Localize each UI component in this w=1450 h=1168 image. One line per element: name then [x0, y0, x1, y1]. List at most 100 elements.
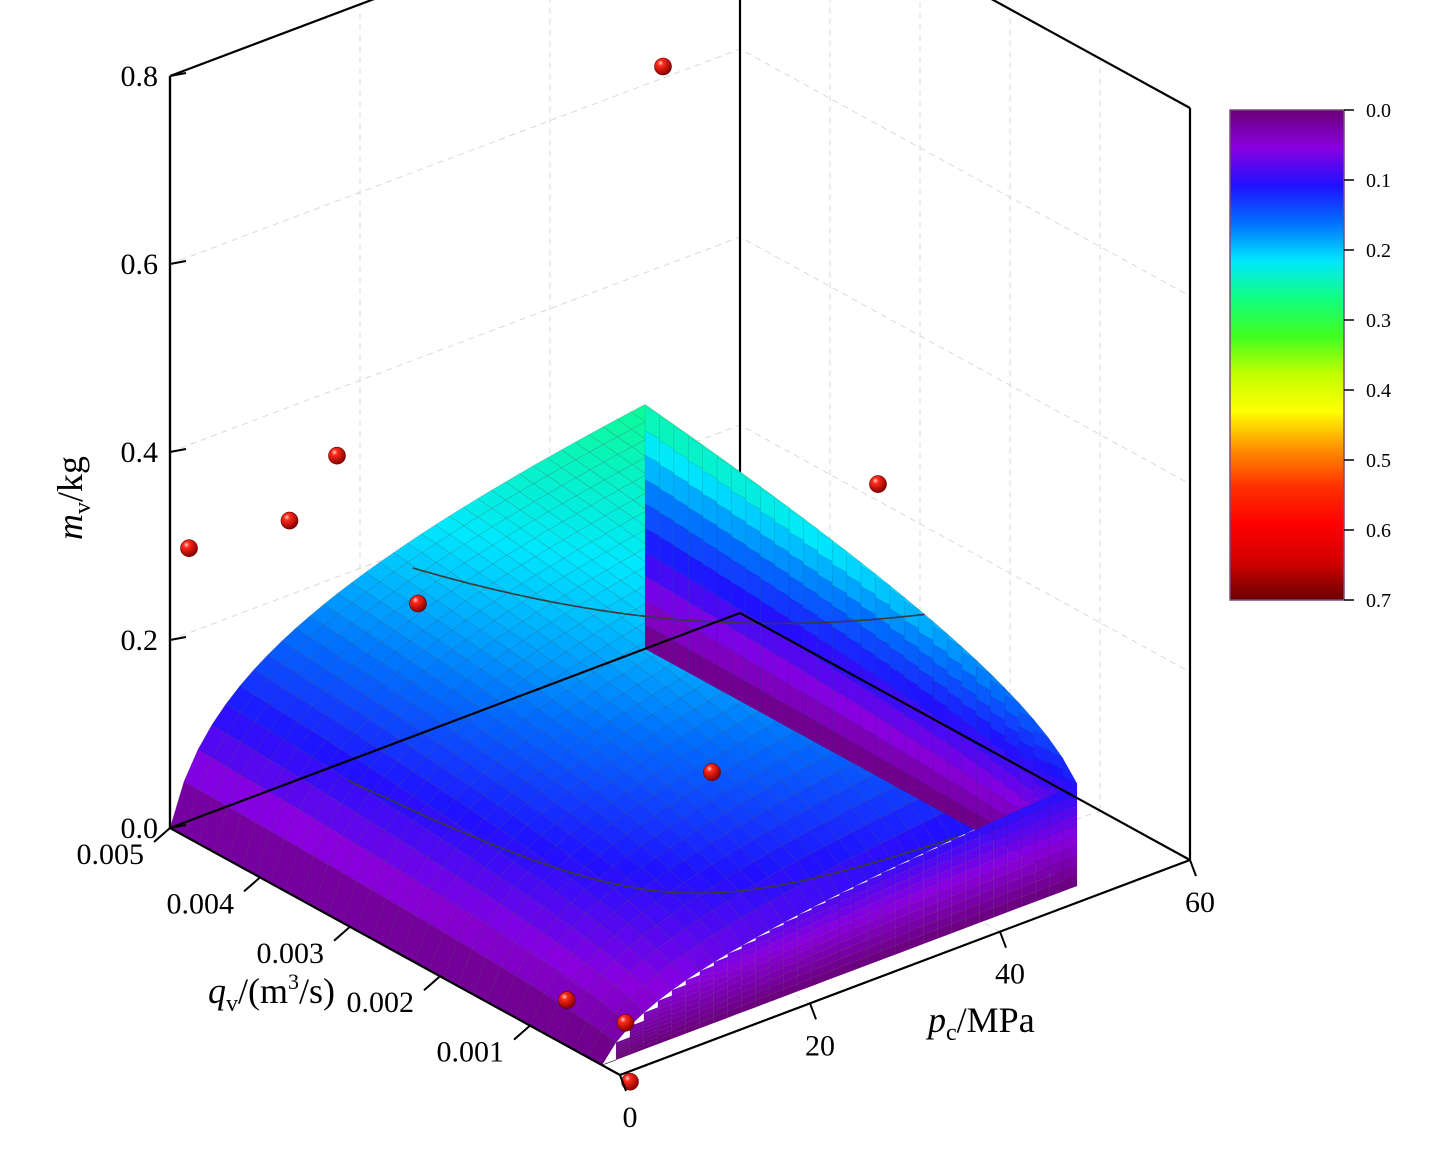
data-points: [180, 57, 887, 1091]
surface-cell: [639, 814, 670, 837]
y-axis-label: qv/(m3/s): [208, 969, 335, 1017]
surface-cell: [670, 904, 700, 929]
y-tick: [513, 1024, 531, 1041]
surface-cell: [642, 924, 672, 950]
surface-cell: [576, 505, 606, 524]
surface-cell: [599, 911, 629, 937]
data-point: [616, 1013, 635, 1032]
surface-cell: [752, 788, 783, 810]
surface-cell: [477, 508, 507, 528]
x-tick-label: 60: [1185, 886, 1215, 919]
surface-cell: [450, 562, 480, 583]
surface-cell: [614, 947, 644, 973]
surface-cell: [922, 815, 952, 847]
data-point: [409, 594, 427, 613]
data-point: [328, 446, 346, 465]
y-tick-label: 0.003: [257, 937, 325, 970]
axis-edge: [169, 611, 741, 830]
surface-cell: [570, 866, 600, 891]
z-tick: [169, 636, 187, 641]
surface-cell: [583, 833, 613, 856]
surface-cell: [542, 916, 572, 944]
colorbar-tick-label: 0.7: [1366, 590, 1391, 612]
tick-labels: 0.0 0.2 0.4 0.6 0.8 0.001 0.002 0.003 0.004 0.005…: [77, 60, 1216, 1134]
surface-cell: [382, 737, 413, 762]
surface-cell: [367, 683, 397, 707]
surface-cell: [493, 611, 524, 631]
surface-cell: [526, 791, 556, 814]
surface-cell: [427, 813, 457, 840]
surface-cell: [519, 483, 549, 503]
box-edge: [169, 0, 375, 78]
surface-cell: [533, 475, 563, 494]
x-tick: [999, 931, 1007, 949]
surface-cell: [712, 901, 742, 927]
surface-cell: [525, 749, 555, 771]
surface-cell: [240, 750, 270, 785]
surface-wall-cell: [644, 406, 660, 440]
colorbar-tick-label: 0.2: [1366, 240, 1391, 262]
surface-cell: [267, 640, 297, 665]
surface-cell: [681, 767, 711, 789]
surface-cell: [524, 729, 555, 751]
surface-cell: [354, 742, 384, 768]
surface-cell: [612, 877, 643, 901]
x-tick-label: 40: [995, 958, 1025, 991]
data-point: [703, 763, 721, 781]
surface-cell: [509, 679, 539, 700]
surface-cell: [622, 684, 653, 705]
surface-cell: [495, 669, 525, 690]
surface-cell: [337, 582, 367, 604]
colorbar-ticks: 0.0 0.1 0.2 0.3 0.4 0.5 0.6 0.7: [1344, 100, 1391, 612]
surface-cell: [534, 547, 565, 567]
surface-cell: [605, 543, 636, 563]
surface-cell: [523, 650, 553, 671]
x-tick: [1189, 859, 1197, 877]
surface-cell: [498, 814, 528, 839]
surface-cell: [520, 537, 550, 557]
surface-cell: [497, 771, 527, 794]
axis-edge: [169, 827, 621, 1076]
data-point: [558, 991, 576, 1009]
surface-cell: [753, 853, 784, 878]
surface-cell: [625, 824, 656, 847]
surface-cell: [595, 741, 626, 762]
surface-cell: [570, 889, 600, 914]
surface-cell: [527, 881, 558, 908]
surface-cell: [369, 751, 399, 777]
z-tick: [169, 72, 187, 77]
contour-line: [412, 567, 925, 625]
surface-cell: [498, 837, 528, 863]
surface-cell: [427, 838, 457, 868]
x-tick-label: 0: [623, 1101, 638, 1134]
z-tick-label: 0.6: [121, 248, 159, 281]
surface-cell: [504, 473, 535, 493]
surface-cell: [368, 705, 398, 729]
surface-cell: [585, 948, 616, 975]
surface-cell: [505, 509, 536, 529]
surface-cell: [369, 776, 399, 803]
z-axis-label: mv/kg: [50, 456, 96, 540]
surface-cell: [794, 744, 824, 766]
surface-cell: [508, 621, 538, 641]
surface-cell: [491, 517, 522, 538]
colorbar-tick-label: 0.6: [1366, 520, 1391, 542]
z-tick-label: 0.8: [121, 60, 159, 93]
surface-cell: [351, 611, 382, 633]
surface-cell: [622, 665, 652, 686]
surface-cell: [696, 800, 726, 822]
surface-cell: [490, 481, 521, 501]
surface-cell: [637, 695, 667, 716]
z-tick: [169, 448, 187, 453]
surface-cell: [766, 801, 797, 824]
surface-cell: [680, 747, 711, 769]
y-tick: [153, 827, 171, 843]
y-tick-label: 0.005: [77, 838, 145, 871]
contours: [347, 567, 959, 895]
axis-edge: [739, 612, 1191, 861]
z-tick-label: 0.0: [121, 812, 159, 845]
surface-cell: [520, 556, 551, 576]
surface-cell: [297, 756, 328, 787]
surface-cell: [722, 723, 753, 744]
